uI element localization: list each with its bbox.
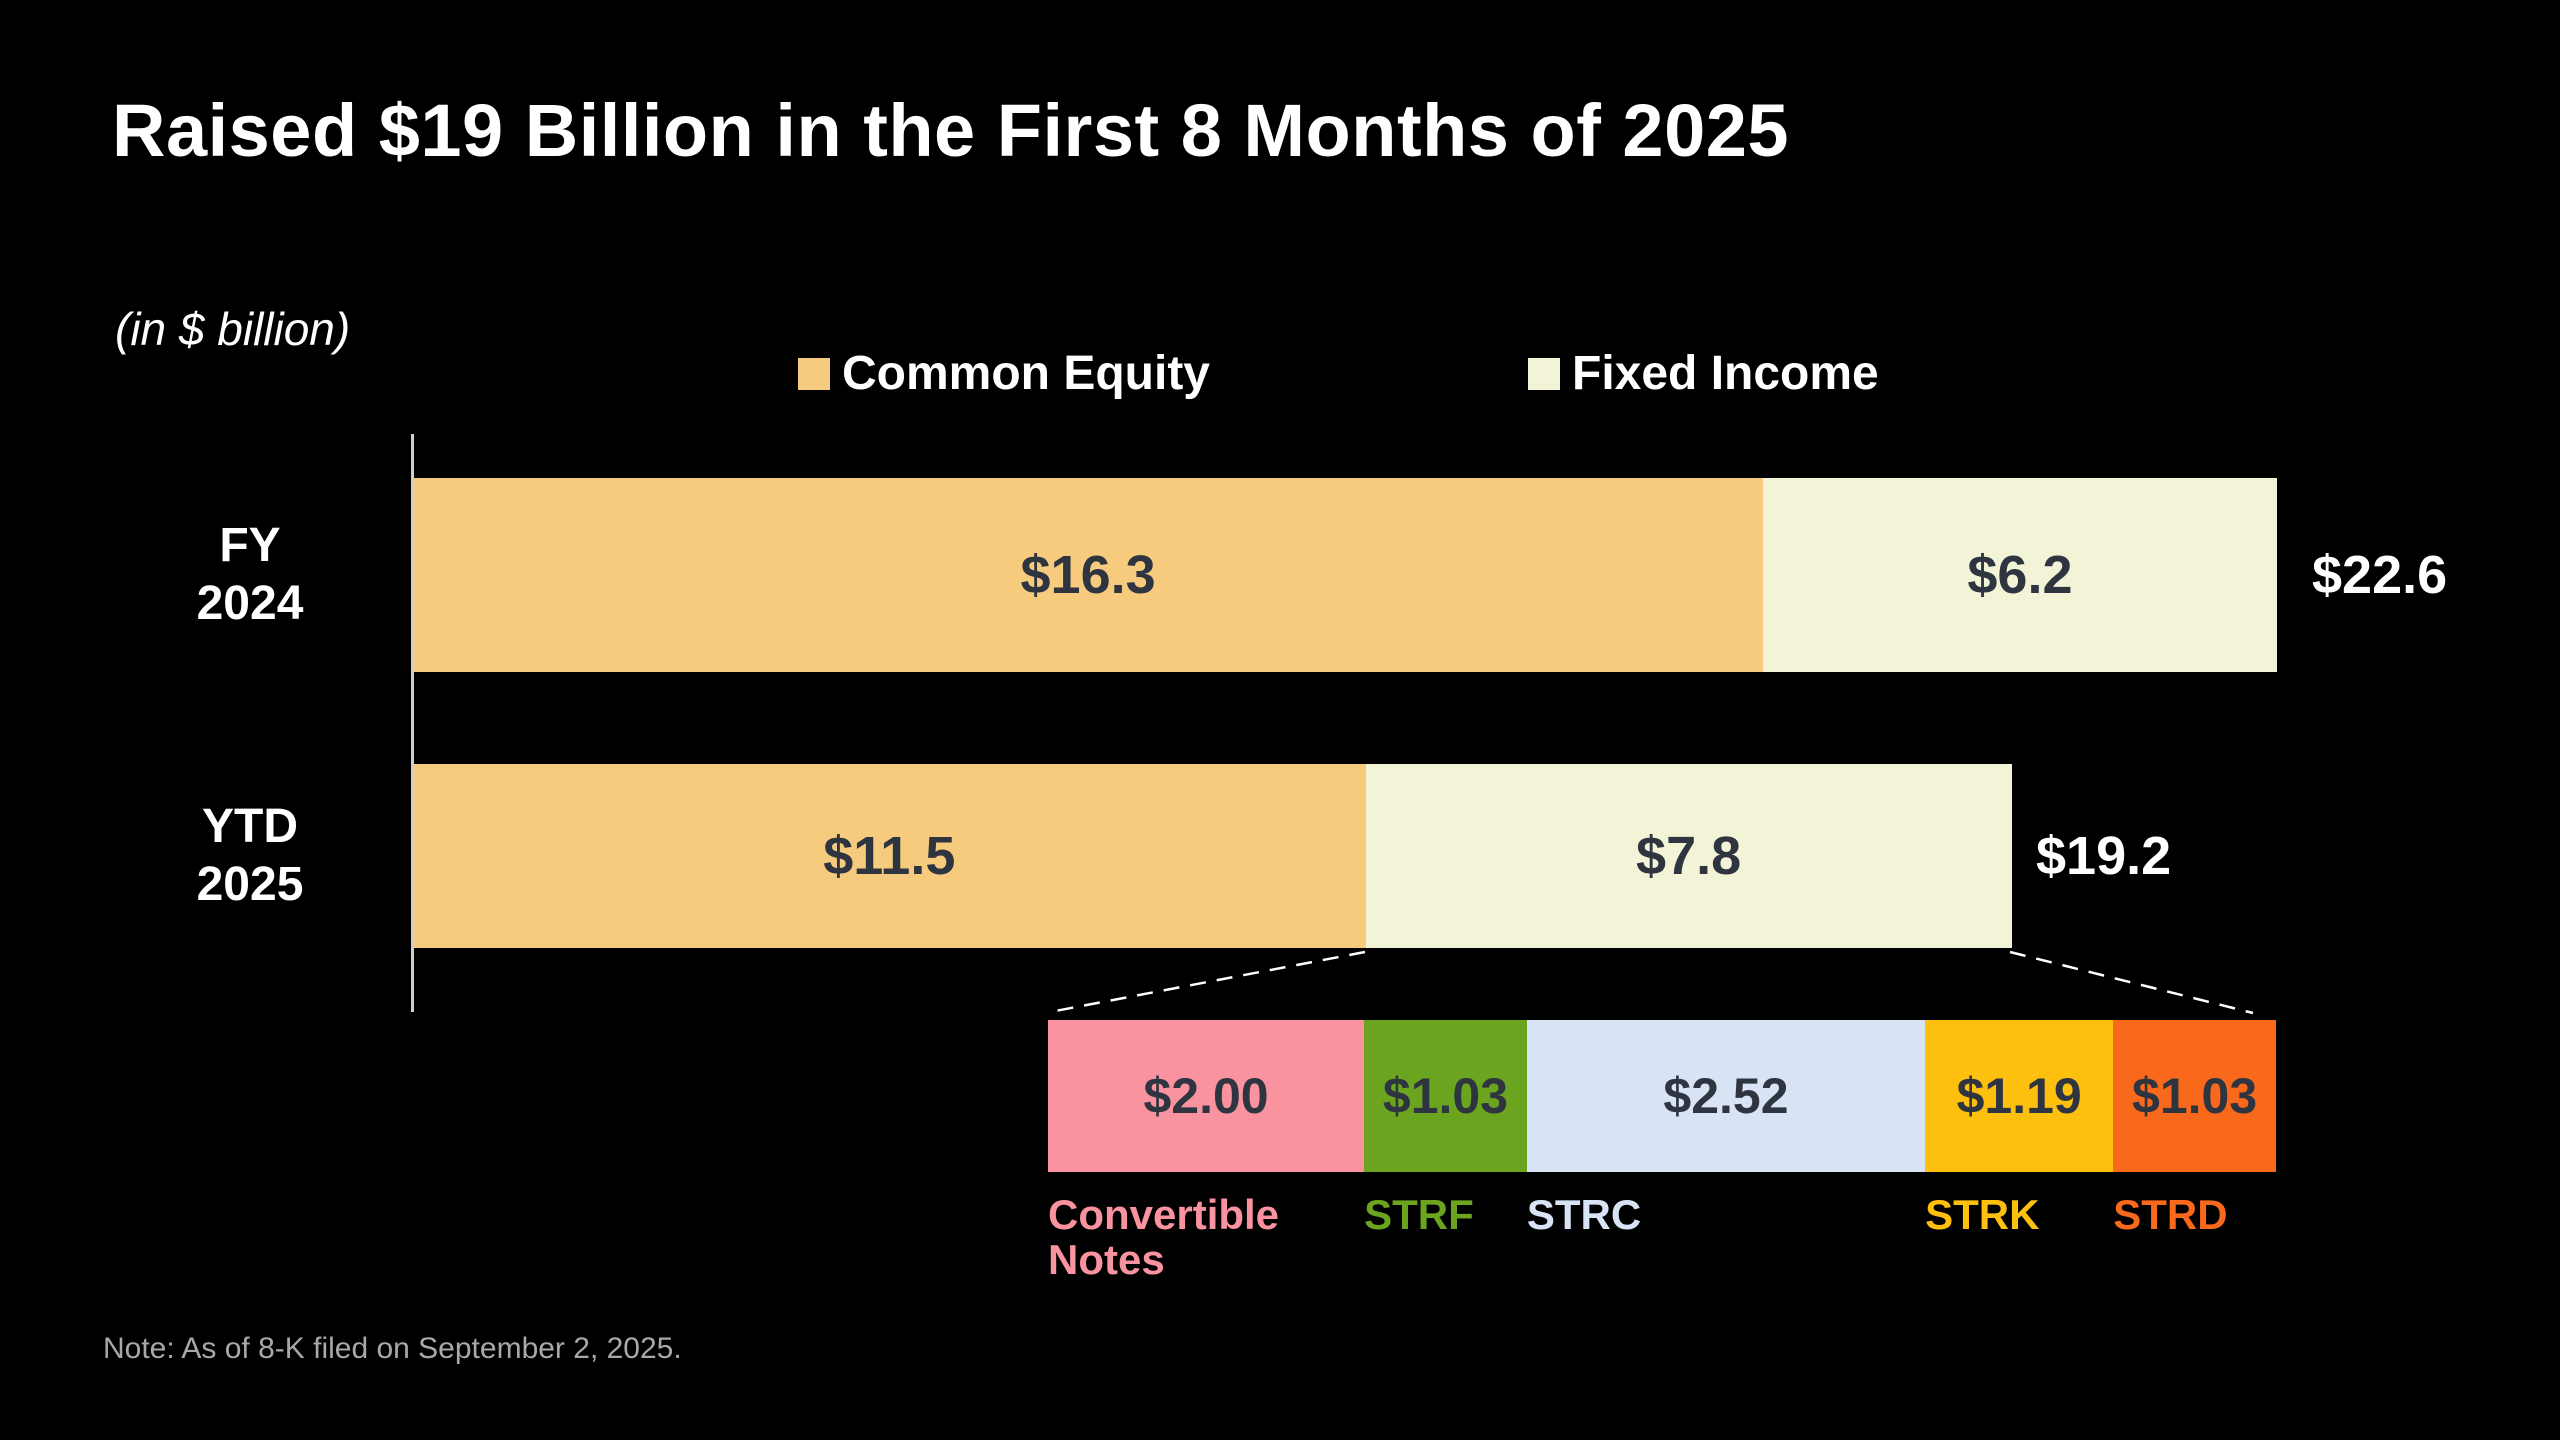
breakdown-segment-strd: $1.03 — [2113, 1020, 2276, 1172]
legend-item-common-equity: Common Equity — [798, 346, 1210, 401]
segment-value-label: $16.3 — [1020, 545, 1156, 605]
category-label-line1: YTD — [202, 800, 298, 853]
legend-item-fixed-income: Fixed Income — [1528, 346, 1879, 401]
segment-value-label: $7.8 — [1636, 826, 1742, 886]
total-label-ytd-2025: $19.2 — [2036, 826, 2172, 886]
y-axis-line — [411, 434, 414, 1012]
breakdown-value-label: $2.00 — [1143, 1068, 1269, 1124]
breakdown-segment-strk: $1.19 — [1925, 1020, 2114, 1172]
category-label-ytd-2025: YTD 2025 — [90, 798, 410, 913]
breakdown-label-strk: STRK — [1925, 1191, 2040, 1238]
breakdown-value-label: $1.03 — [2132, 1068, 2258, 1124]
segment-value-label: $6.2 — [1967, 545, 2073, 605]
bar-ytd-2025: $11.5 $7.8 — [413, 764, 2012, 948]
breakdown-label-strf: STRF — [1364, 1191, 1474, 1238]
breakdown-segment-strf: $1.03 — [1364, 1020, 1527, 1172]
fixed-income-breakdown-bar: $2.00 $1.03 $2.52 $1.19 $1.03 — [1048, 1020, 2276, 1172]
category-label-line2: 2024 — [196, 576, 304, 630]
segment-ytd-2025-common-equity: $11.5 — [413, 764, 1366, 948]
total-label-fy-2024: $22.6 — [2312, 545, 2448, 605]
breakdown-label-strc: STRC — [1526, 1191, 1642, 1238]
legend-swatch-fixed-income — [1528, 357, 1560, 390]
breakdown-segment-convertible-notes: $2.00 — [1048, 1020, 1365, 1172]
segment-ytd-2025-fixed-income: $7.8 — [1365, 764, 2012, 948]
segment-value-label: $11.5 — [823, 826, 956, 886]
breakdown-segment-strc: $2.52 — [1526, 1020, 1926, 1172]
legend-label-common-equity: Common Equity — [842, 347, 1210, 400]
breakdown-label-convertible-notes: Convertible Notes — [1048, 1191, 1280, 1284]
segment-fy-2024-common-equity: $16.3 — [413, 478, 1764, 672]
slide-title: Raised $19 Billion in the First 8 Months… — [112, 89, 1790, 172]
segment-fy-2024-fixed-income: $6.2 — [1763, 478, 2277, 672]
breakdown-value-label: $1.19 — [1956, 1068, 2082, 1124]
legend-swatch-common-equity — [798, 357, 830, 390]
category-label-line2: 2025 — [196, 857, 304, 911]
callout-dash-left — [1049, 950, 1366, 1014]
units-label: (in $ billion) — [115, 303, 351, 355]
callout-dash-right — [2009, 950, 2254, 1015]
category-label-fy-2024: FY 2024 — [90, 517, 410, 632]
footnote: Note: As of 8-K filed on September 2, 20… — [103, 1332, 682, 1365]
breakdown-value-label: $1.03 — [1382, 1068, 1509, 1124]
legend-label-fixed-income: Fixed Income — [1572, 347, 1879, 400]
category-label-line1: FY — [219, 519, 281, 572]
bar-fy-2024: $16.3 $6.2 — [413, 478, 2277, 672]
breakdown-value-label: $2.52 — [1663, 1068, 1789, 1124]
breakdown-label-strd: STRD — [2113, 1191, 2228, 1238]
